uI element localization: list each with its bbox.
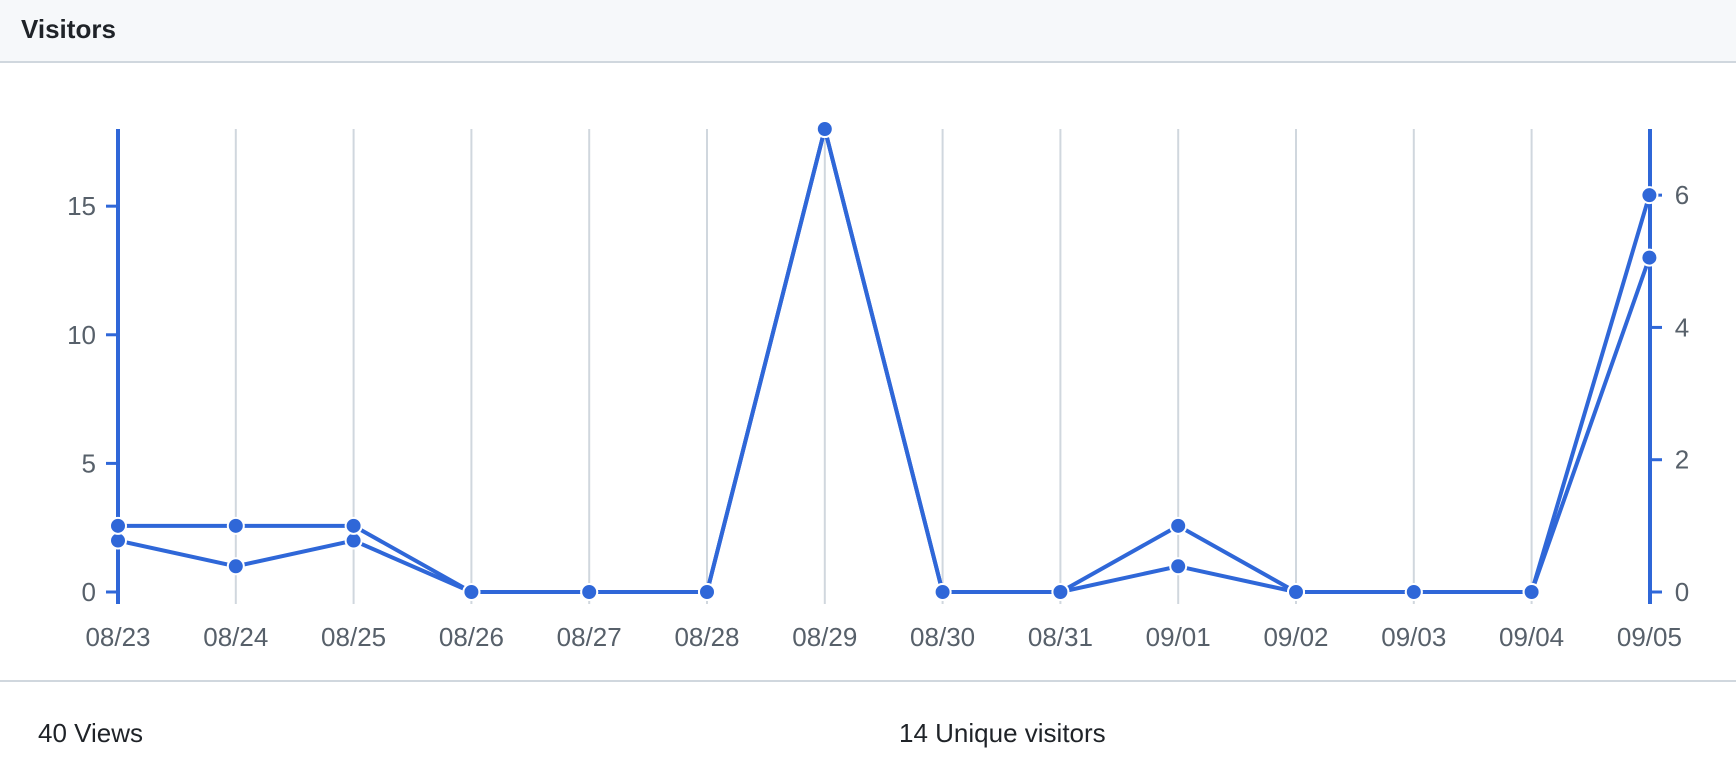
data-point-right [1640,186,1659,205]
x-tick-label: 09/02 [1263,622,1328,652]
y-right-tick-label: 6 [1675,180,1689,210]
y-right-tick-label: 4 [1675,312,1689,342]
y-left-tick-label: 15 [67,191,96,221]
x-tick-label: 08/31 [1028,622,1093,652]
divider [0,680,1736,682]
data-point-right [109,516,127,535]
x-tick-label: 08/29 [792,622,857,652]
y-left-tick-label: 5 [82,448,96,478]
data-point-right [462,583,481,601]
x-tick-label: 08/28 [674,622,739,652]
x-tick-label: 08/24 [203,622,268,652]
panel-header: Visitors [0,0,1736,63]
data-point-right [580,583,599,601]
data-point-right [698,583,716,601]
data-point-right [1522,583,1541,601]
series-line-right [118,127,1652,594]
data-point-right [344,516,363,535]
chart-svg: 0 5 10 15 0 2 4 6 08/23 08/24 08/25 08/26 08/27 08/28… [67,120,1689,652]
panel-title: Visitors [21,14,116,44]
x-tick-label: 09/03 [1381,622,1446,652]
data-point-left [1640,248,1659,267]
data-point-right [1051,583,1070,601]
x-tick-label: 08/26 [439,622,504,652]
data-point-right [1169,516,1188,535]
data-point-right [1287,583,1305,601]
x-tick-label: 08/30 [910,622,975,652]
data-point-left [1169,557,1188,576]
data-point-right [226,516,245,535]
y-right-tick-label: 2 [1675,445,1689,475]
x-tick-label: 08/23 [85,622,150,652]
unique-visitors-count: 14 Unique visitors [899,718,1106,748]
views-count: 40 Views [38,718,144,748]
data-point-left [226,557,245,576]
x-tick-label: 09/01 [1146,622,1211,652]
y-left-tick-label: 0 [82,577,96,607]
y-left-tick-label: 10 [67,320,96,350]
data-point-left [109,531,127,550]
data-point-left [344,531,363,550]
x-tick-label: 08/25 [321,622,386,652]
x-tick-label: 09/04 [1499,622,1564,652]
stats-row: 40 Views 14 Unique visitors [0,682,1736,782]
visitors-chart: 0 5 10 15 0 2 4 6 08/23 08/24 08/25 08/26 08/27 08/28… [0,63,1736,680]
data-point-right [1404,583,1423,601]
data-point-right [933,583,952,601]
y-right-tick-label: 0 [1675,577,1689,607]
data-point-right [815,120,834,138]
x-tick-label: 08/27 [557,622,622,652]
x-tick-label: 09/05 [1617,622,1682,652]
